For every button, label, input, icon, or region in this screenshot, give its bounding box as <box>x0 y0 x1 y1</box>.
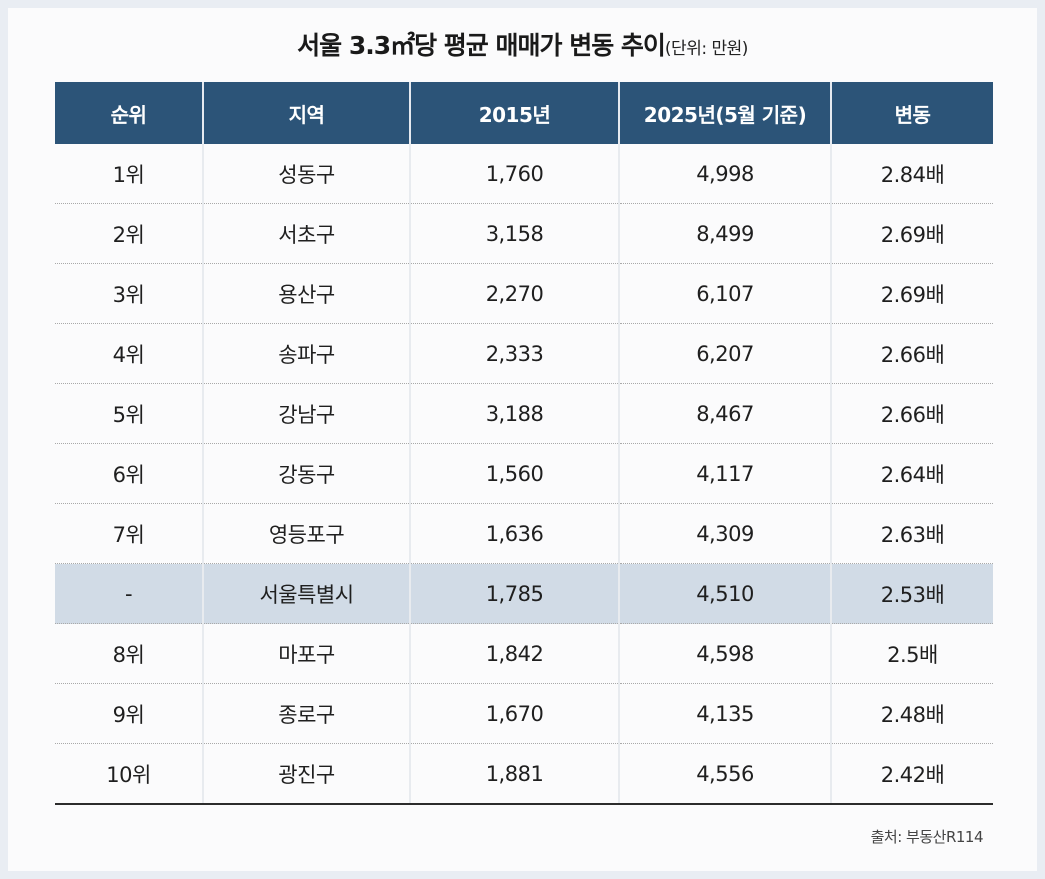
table-header-row: 순위 지역 2015년 2025년(5월 기준) 변동 <box>55 82 993 144</box>
cell-2015: 1,842 <box>409 623 619 684</box>
table-row: 7위 영등포구 1,636 4,309 2.63배 <box>55 503 993 564</box>
cell-rank: 4위 <box>55 323 203 384</box>
cell-2025: 6,107 <box>618 263 831 324</box>
cell-2015: 1,785 <box>409 563 619 624</box>
title-unit: (단위: 만원) <box>664 39 748 59</box>
cell-2015: 1,670 <box>409 683 619 744</box>
cell-region: 서울특별시 <box>202 563 410 624</box>
table-row: 5위 강남구 3,188 8,467 2.66배 <box>55 383 993 444</box>
cell-2025: 4,598 <box>618 623 831 684</box>
cell-change: 2.64배 <box>830 443 993 504</box>
cell-2025: 8,499 <box>618 203 831 264</box>
cell-change: 2.69배 <box>830 203 993 264</box>
cell-2015: 1,560 <box>409 443 619 504</box>
cell-change: 2.42배 <box>830 743 993 805</box>
cell-2025: 4,998 <box>618 144 831 204</box>
cell-2025: 8,467 <box>618 383 831 444</box>
table-row: 2위 서초구 3,158 8,499 2.69배 <box>55 203 993 264</box>
cell-change: 2.5배 <box>830 623 993 684</box>
cell-region: 서초구 <box>202 203 410 264</box>
title-main: 서울 3.3㎡당 평균 매매가 변동 추이 <box>297 31 666 60</box>
table-container: 순위 지역 2015년 2025년(5월 기준) 변동 1위 성동구 1,760… <box>55 82 993 805</box>
cell-rank: 10위 <box>55 743 203 805</box>
cell-rank: 6위 <box>55 443 203 504</box>
cell-2015: 1,760 <box>409 144 619 204</box>
header-change: 변동 <box>830 82 993 144</box>
cell-2025: 4,510 <box>618 563 831 624</box>
cell-2015: 1,881 <box>409 743 619 805</box>
cell-rank: - <box>55 563 203 624</box>
cell-change: 2.53배 <box>830 563 993 624</box>
cell-change: 2.63배 <box>830 503 993 564</box>
cell-rank: 5위 <box>55 383 203 444</box>
header-2025: 2025년(5월 기준) <box>618 82 831 144</box>
table-row: 3위 용산구 2,270 6,107 2.69배 <box>55 263 993 324</box>
cell-change: 2.66배 <box>830 383 993 444</box>
header-2015: 2015년 <box>409 82 619 144</box>
cell-2015: 2,333 <box>409 323 619 384</box>
cell-2015: 1,636 <box>409 503 619 564</box>
cell-rank: 7위 <box>55 503 203 564</box>
cell-region: 송파구 <box>202 323 410 384</box>
cell-2015: 3,188 <box>409 383 619 444</box>
cell-change: 2.48배 <box>830 683 993 744</box>
cell-region: 성동구 <box>202 144 410 204</box>
cell-rank: 2위 <box>55 203 203 264</box>
cell-change: 2.69배 <box>830 263 993 324</box>
cell-region: 강남구 <box>202 383 410 444</box>
cell-2015: 3,158 <box>409 203 619 264</box>
cell-rank: 1위 <box>55 144 203 204</box>
cell-2025: 4,117 <box>618 443 831 504</box>
table-row: 1위 성동구 1,760 4,998 2.84배 <box>55 144 993 204</box>
table-row: 10위 광진구 1,881 4,556 2.42배 <box>55 743 993 805</box>
cell-2025: 6,207 <box>618 323 831 384</box>
cell-region: 용산구 <box>202 263 410 324</box>
price-table: 순위 지역 2015년 2025년(5월 기준) 변동 1위 성동구 1,760… <box>55 82 993 805</box>
cell-change: 2.84배 <box>830 144 993 204</box>
table-row: 6위 강동구 1,560 4,117 2.64배 <box>55 443 993 504</box>
cell-2025: 4,556 <box>618 743 831 805</box>
cell-rank: 8위 <box>55 623 203 684</box>
cell-change: 2.66배 <box>830 323 993 384</box>
header-region: 지역 <box>202 82 410 144</box>
cell-2025: 4,135 <box>618 683 831 744</box>
header-rank: 순위 <box>55 82 203 144</box>
source-note: 출처: 부동산R114 <box>870 828 984 846</box>
cell-region: 강동구 <box>202 443 410 504</box>
table-row-highlighted: - 서울특별시 1,785 4,510 2.53배 <box>55 563 993 624</box>
cell-rank: 3위 <box>55 263 203 324</box>
page-title: 서울 3.3㎡당 평균 매매가 변동 추이(단위: 만원) <box>0 26 1045 62</box>
table-row: 8위 마포구 1,842 4,598 2.5배 <box>55 623 993 684</box>
cell-2025: 4,309 <box>618 503 831 564</box>
cell-region: 마포구 <box>202 623 410 684</box>
table-row: 9위 종로구 1,670 4,135 2.48배 <box>55 683 993 744</box>
cell-region: 광진구 <box>202 743 410 805</box>
table-row: 4위 송파구 2,333 6,207 2.66배 <box>55 323 993 384</box>
cell-2015: 2,270 <box>409 263 619 324</box>
cell-region: 종로구 <box>202 683 410 744</box>
cell-region: 영등포구 <box>202 503 410 564</box>
cell-rank: 9위 <box>55 683 203 744</box>
